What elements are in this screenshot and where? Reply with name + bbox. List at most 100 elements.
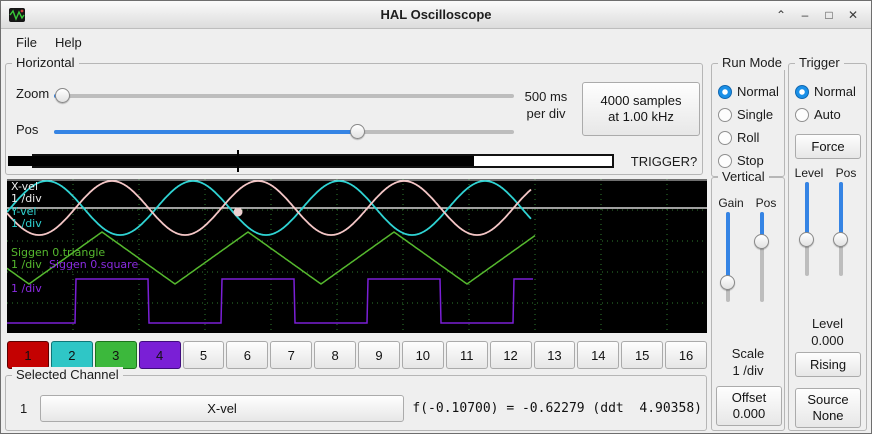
slider-fill xyxy=(805,182,809,241)
minimize-button[interactable]: – xyxy=(801,7,809,22)
trigger-pos-label: Pos xyxy=(835,166,857,180)
titlebar[interactable]: HAL Oscilloscope ⌃ – □ ✕ xyxy=(1,1,871,29)
window-title: HAL Oscilloscope xyxy=(380,7,492,22)
trigger-level-value: 0.000 xyxy=(811,333,844,348)
close-button[interactable]: ✕ xyxy=(847,7,859,22)
radio-icon xyxy=(795,84,809,99)
vertical-group-label: Vertical xyxy=(718,169,769,184)
run-mode-group: Run Mode Normal Single Roll Stop xyxy=(711,55,786,177)
channel-button-13[interactable]: 13 xyxy=(533,341,576,369)
trigger-level-caption: Level xyxy=(811,316,844,331)
radio-icon xyxy=(718,153,732,168)
radio-label: Normal xyxy=(737,84,779,99)
edge-button[interactable]: Rising xyxy=(795,352,861,377)
capture-timeline[interactable] xyxy=(8,150,620,172)
radio-label: Stop xyxy=(737,153,764,168)
scope-canvas[interactable] xyxy=(7,179,707,333)
selected-channel-group-label: Selected Channel xyxy=(12,367,123,382)
slider-track xyxy=(760,212,764,302)
channel-button-1[interactable]: 1 xyxy=(7,341,49,369)
radio-option-normal[interactable]: Normal xyxy=(718,80,782,103)
channel-button-3[interactable]: 3 xyxy=(94,341,137,369)
zoom-slider-handle[interactable] xyxy=(55,88,71,103)
samples-rate: at 1.00 kHz xyxy=(608,109,674,124)
slider-fill xyxy=(54,130,358,134)
force-button[interactable]: Force xyxy=(795,134,861,159)
radio-option-roll[interactable]: Roll xyxy=(718,126,782,149)
radio-option-auto[interactable]: Auto xyxy=(795,103,864,126)
vertical-group: Vertical Gain Pos Scale 1 /div Offset 0.… xyxy=(711,169,785,431)
vertical-pos-label: Pos xyxy=(755,196,777,210)
offset-button[interactable]: Offset 0.000 xyxy=(716,386,782,426)
selected-channel-group: Selected Channel 1 X-vel f(-0.10700) = -… xyxy=(5,367,707,431)
channel-button-9[interactable]: 9 xyxy=(358,341,400,369)
trigger-pos-slider-handle[interactable] xyxy=(833,232,848,248)
slider-fill xyxy=(839,182,843,241)
channel-button-10[interactable]: 10 xyxy=(401,341,444,369)
gain-slider[interactable] xyxy=(720,212,736,302)
radio-option-stop[interactable]: Stop xyxy=(718,149,782,172)
radio-label: Roll xyxy=(737,130,760,145)
channel-button-15[interactable]: 15 xyxy=(621,341,664,369)
radio-label: Single xyxy=(737,107,774,122)
pos-label: Pos xyxy=(16,122,39,137)
pos-slider-handle[interactable] xyxy=(349,124,365,139)
trigger-position-tick[interactable] xyxy=(237,150,239,172)
radio-icon xyxy=(718,130,732,145)
menu-file[interactable]: File xyxy=(16,34,37,50)
channel-button-7[interactable]: 7 xyxy=(270,341,313,369)
timebase-unit: per div xyxy=(526,106,566,121)
gain-slider-handle[interactable] xyxy=(720,275,735,291)
scope-channel-label: 1 /div xyxy=(11,192,42,205)
app-icon xyxy=(9,7,25,22)
scale-caption: Scale xyxy=(731,346,765,361)
maximize-button[interactable]: □ xyxy=(825,7,833,22)
scope-channel-label: X-vel xyxy=(11,180,38,193)
samples-button[interactable]: 4000 samples at 1.00 kHz xyxy=(582,82,700,136)
offset-value: 0.000 xyxy=(732,406,766,421)
vertical-pos-slider[interactable] xyxy=(754,212,770,302)
channel-button-2[interactable]: 2 xyxy=(50,341,93,369)
zoom-slider[interactable] xyxy=(54,88,514,104)
trigger-level-label: Level xyxy=(794,166,824,180)
radio-option-single[interactable]: Single xyxy=(718,103,782,126)
scope-display[interactable]: X-vel 1 /div Y-vel 1 /div Siggen 0.triangle 1… xyxy=(7,179,707,333)
menubar: File Help xyxy=(1,29,871,55)
channel-button-6[interactable]: 6 xyxy=(226,341,269,369)
channel-button-14[interactable]: 14 xyxy=(577,341,620,369)
window-controls: ⌃ – □ ✕ xyxy=(771,5,863,25)
samples-count: 4000 samples xyxy=(600,93,682,108)
slider-track xyxy=(54,94,514,98)
radio-icon xyxy=(718,107,732,122)
shade-button[interactable]: ⌃ xyxy=(775,7,787,22)
channel-row: 1 2 3 4 5 6 7 8 9 10 11 12 13 14 15 16 xyxy=(7,341,707,369)
vertical-pos-slider-handle[interactable] xyxy=(754,233,769,249)
horizontal-group-label: Horizontal xyxy=(12,55,79,70)
trigger-group-label: Trigger xyxy=(795,55,844,70)
source-button[interactable]: Source None xyxy=(795,388,861,428)
channel-name-button[interactable]: X-vel xyxy=(40,395,404,422)
pos-slider[interactable] xyxy=(54,124,514,140)
horizontal-group: Horizontal Zoom 500 ms per div 4000 samp… xyxy=(5,55,703,175)
data-extent-bar[interactable] xyxy=(8,156,474,166)
trigger-pos-slider[interactable] xyxy=(833,182,849,276)
channel-button-4[interactable]: 4 xyxy=(138,341,181,369)
source-caption: Source xyxy=(807,392,849,407)
channel-button-8[interactable]: 8 xyxy=(314,341,356,369)
channel-button-12[interactable]: 12 xyxy=(489,341,532,369)
trigger-level-slider[interactable] xyxy=(799,182,815,276)
trigger-group: Trigger Normal Auto Force Level Pos Level… xyxy=(788,55,867,431)
run-mode-group-label: Run Mode xyxy=(718,55,786,70)
trigger-mode-options: Normal Auto xyxy=(795,80,864,126)
channel-button-5[interactable]: 5 xyxy=(182,341,225,369)
trigger-level-slider-handle[interactable] xyxy=(799,232,814,248)
channel-button-16[interactable]: 16 xyxy=(665,341,707,369)
timebase-value: 500 ms xyxy=(524,89,568,104)
radio-icon xyxy=(718,84,732,99)
radio-option-normal[interactable]: Normal xyxy=(795,80,864,103)
zoom-label: Zoom xyxy=(16,86,50,101)
radio-icon xyxy=(795,107,809,122)
menu-help[interactable]: Help xyxy=(54,34,82,50)
channel-button-11[interactable]: 11 xyxy=(445,341,488,369)
